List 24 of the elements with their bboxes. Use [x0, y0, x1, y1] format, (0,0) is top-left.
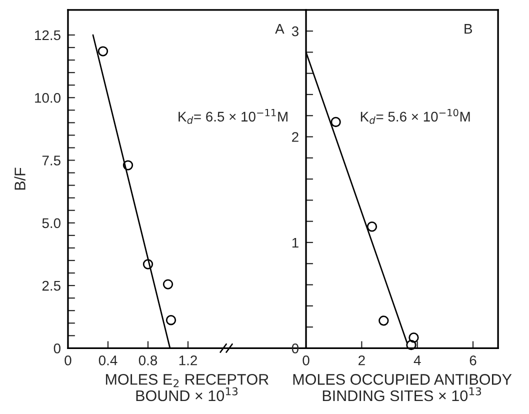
x-tick-label: 2 — [358, 355, 365, 366]
x-axis-title: MOLES E$_{2}$ RECEPTOR BOUND × 10$^{13}$ — [106, 374, 268, 402]
y-tick-label: 5.0 — [42, 218, 60, 228]
y-tick-label: 0 — [54, 344, 60, 354]
x-tick-label: 0.8 — [138, 355, 158, 366]
x-tick-label: 0 — [302, 355, 310, 366]
x-tick-label: 0.4 — [98, 355, 118, 366]
x-tick-label: 1.2 — [179, 355, 197, 366]
annotation: K$_{d}$= 5.6 × 10$^{−10}$M — [360, 108, 470, 124]
annotation: B — [464, 24, 472, 34]
y-tick-label: 2 — [292, 132, 298, 142]
y-tick-label: 7.5 — [42, 156, 60, 166]
annotation: A — [275, 24, 284, 34]
x-tick-label: 6 — [470, 355, 476, 366]
annotation: K$_{d}$= 6.5 × 10$^{−11}$M — [178, 109, 288, 124]
y-tick-label: 3 — [292, 26, 298, 36]
y-tick-label: 12.5 — [35, 30, 60, 40]
y-axis-title: B/F — [14, 168, 26, 190]
x-axis-title: MOLES OCCUPIED ANTIBODY BINDING SITES × 10$^{13}$ — [293, 374, 512, 402]
y-tick-label: 1 — [292, 238, 298, 248]
x-tick-label: 0 — [64, 355, 72, 366]
y-tick-label: 10.0 — [35, 92, 60, 103]
y-tick-label: 2.5 — [42, 280, 60, 291]
x-tick-label: 4 — [414, 356, 421, 366]
